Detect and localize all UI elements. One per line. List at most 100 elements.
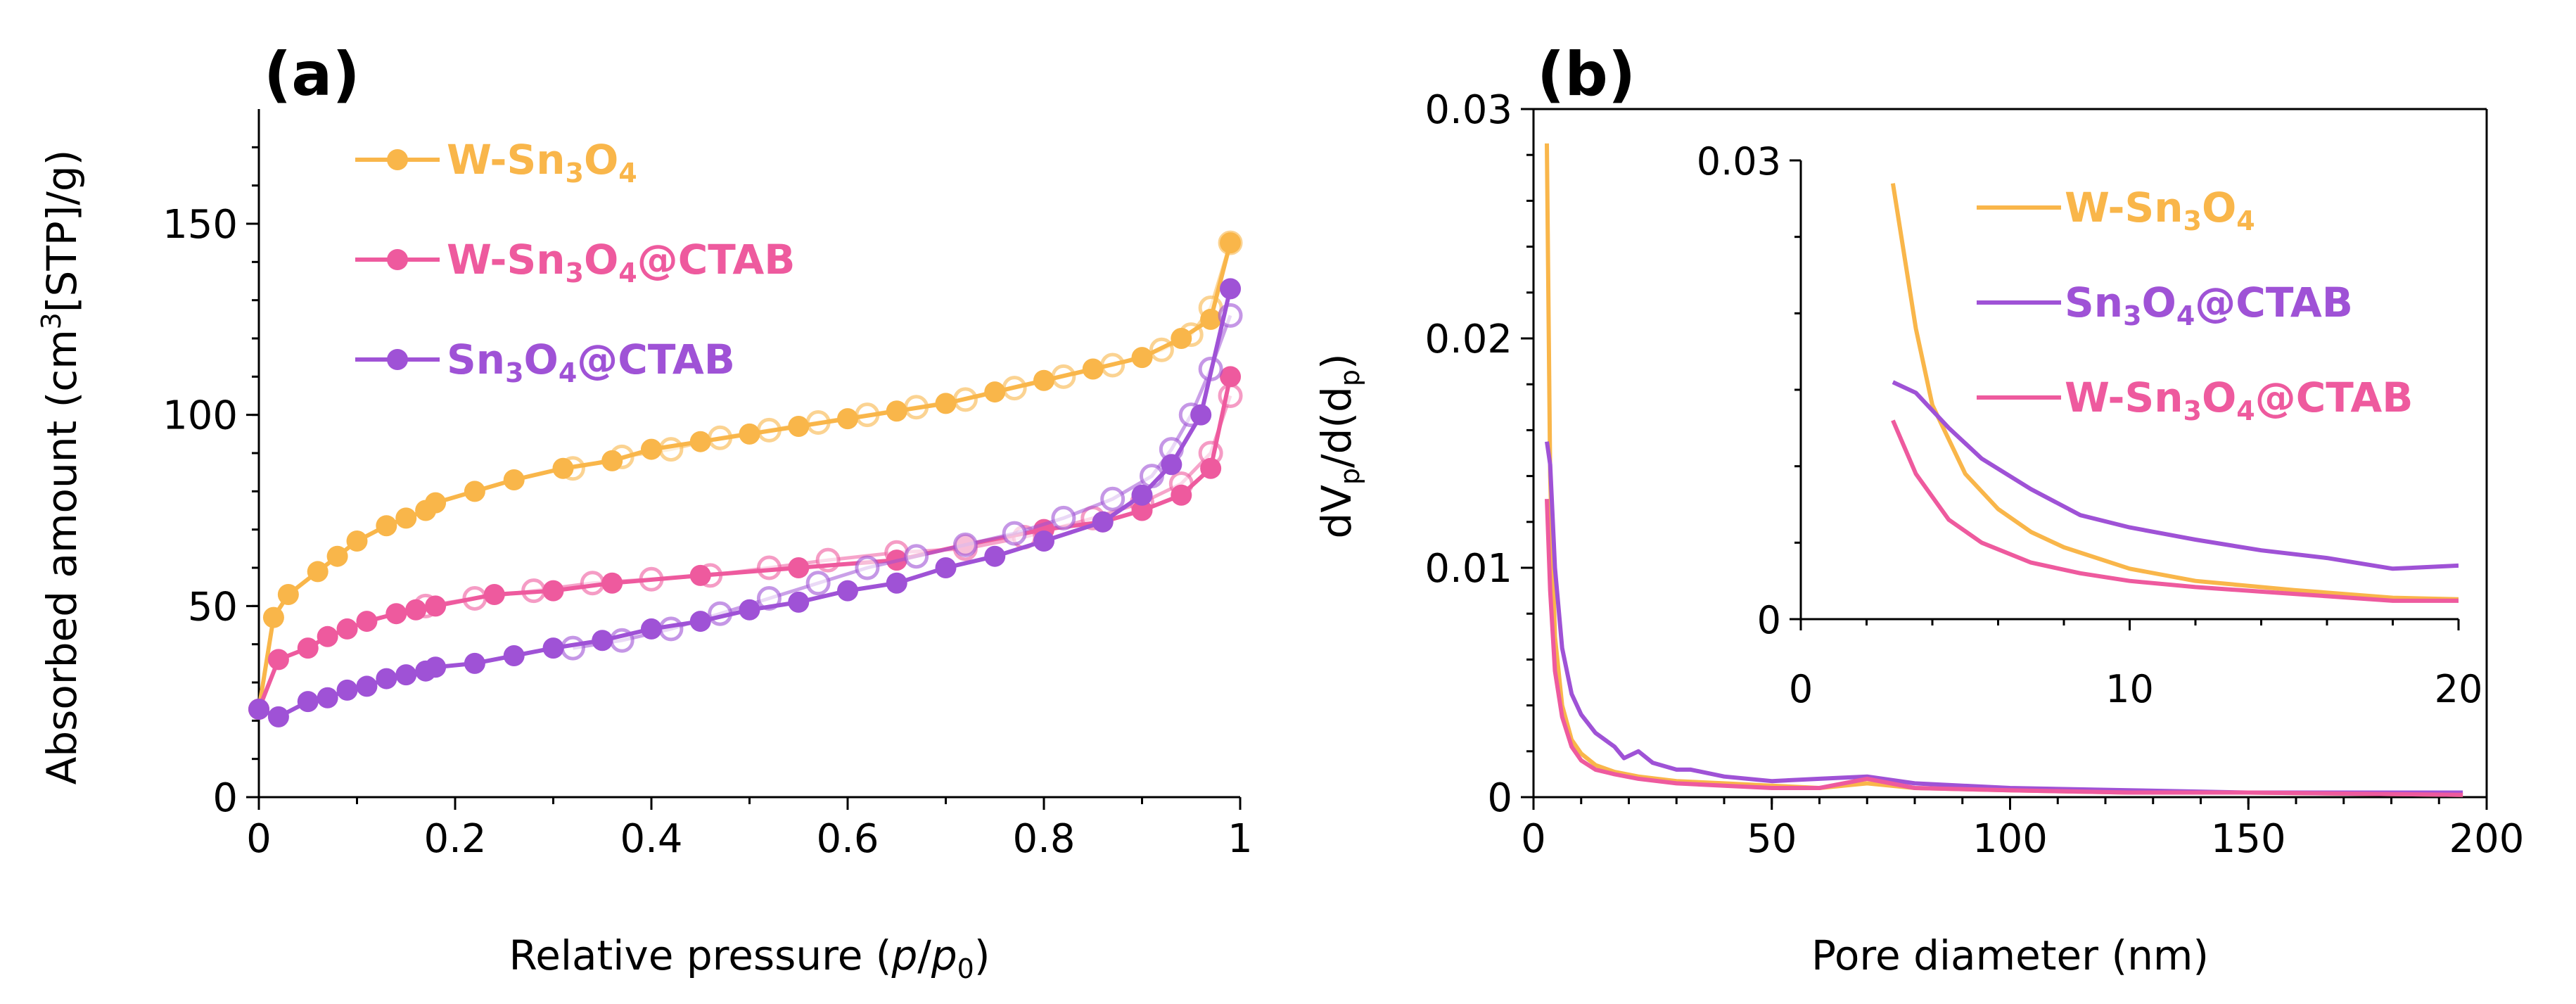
series-line-sn3o4-ctab bbox=[1545, 441, 2463, 795]
adsorption-point bbox=[267, 706, 289, 727]
desorption-point bbox=[855, 555, 880, 580]
adsorption-point bbox=[1131, 500, 1153, 521]
y-tick-label: 0.03 bbox=[1424, 87, 1512, 133]
inset-y-tick-label: 0.03 bbox=[1697, 139, 1781, 184]
inset: 0 10 20 0 0.03 W-Sn3O4 Sn3O4@CTAB W-Sn3O4@CTAB bbox=[1697, 139, 2483, 711]
adsorption-point bbox=[376, 515, 397, 537]
adsorption-point bbox=[395, 507, 417, 529]
x-tick-label: 200 bbox=[2449, 816, 2525, 862]
y-tick-label: 0.01 bbox=[1424, 546, 1512, 592]
legend-label: W-Sn3O4 bbox=[447, 136, 637, 189]
desorption-point bbox=[1002, 521, 1027, 546]
adsorption-point bbox=[277, 584, 299, 606]
x-tick-label: 0.4 bbox=[620, 816, 682, 862]
desorption-point bbox=[805, 571, 831, 596]
adsorption-point bbox=[837, 580, 858, 602]
legend-label: W-Sn3O4@CTAB bbox=[2065, 374, 2413, 426]
adsorption-point bbox=[1171, 328, 1192, 349]
adsorption-point bbox=[297, 637, 319, 659]
adsorption-point bbox=[552, 457, 574, 479]
legend-item: W-Sn3O4 bbox=[1977, 184, 2255, 236]
adsorption-point bbox=[542, 637, 564, 659]
y-tick-label: 0 bbox=[1487, 775, 1512, 821]
y-axis-title: dVp/d(dp) bbox=[1313, 353, 1365, 538]
adsorption-point bbox=[788, 415, 810, 437]
adsorption-point bbox=[317, 687, 338, 708]
legend-marker bbox=[387, 349, 408, 370]
series-sn3o4-ctab bbox=[248, 278, 1243, 727]
adsorption-point bbox=[346, 530, 368, 552]
inset-series-line-w-sn3o4-ctab bbox=[1891, 419, 2459, 603]
adsorption-point bbox=[483, 584, 505, 606]
desorption-point bbox=[1100, 486, 1126, 511]
x-tick-label: 150 bbox=[2211, 816, 2286, 862]
inset-series-line-sn3o4-ctab bbox=[1892, 380, 2459, 571]
adsorption-point bbox=[317, 625, 338, 647]
legend-a: W-Sn3O4 W-Sn3O4@CTAB Sn3O4@CTAB bbox=[355, 136, 795, 388]
adsorption-point bbox=[542, 580, 564, 602]
x-tick-label: 0.2 bbox=[423, 816, 486, 862]
adsorption-point bbox=[984, 381, 1006, 403]
adsorption-point bbox=[837, 408, 858, 430]
adsorption-point bbox=[425, 656, 447, 678]
x-axis-title: Relative pressure (p/p0) bbox=[509, 932, 990, 984]
adsorption-point bbox=[336, 618, 358, 640]
adsorption-point bbox=[297, 691, 319, 713]
desorption-point bbox=[904, 544, 929, 569]
adsorption-point bbox=[326, 545, 348, 567]
y-axis-title: Absorbed amount (cm3[STP]/g) bbox=[36, 150, 86, 785]
series-w-sn3o4 bbox=[248, 230, 1243, 720]
series-w-sn3o4-ctab bbox=[248, 366, 1243, 720]
x-tick-label: 0.6 bbox=[816, 816, 879, 862]
adsorption-point bbox=[1082, 358, 1104, 380]
adsorption-point bbox=[788, 557, 810, 578]
panel-a-label: (a) bbox=[264, 39, 360, 110]
adsorption-point bbox=[592, 630, 613, 652]
adsorption-point bbox=[1131, 347, 1153, 369]
adsorption-point bbox=[503, 644, 525, 666]
legend-b: W-Sn3O4 Sn3O4@CTAB W-Sn3O4@CTAB bbox=[1977, 184, 2413, 426]
adsorption-point bbox=[395, 664, 417, 686]
inset-x-tick-label: 20 bbox=[2435, 667, 2483, 711]
panel-b: (b) 0 50 100 150 200 0 0.01 0.02 0.03 Pore diamete… bbox=[1313, 39, 2524, 979]
adsorption-point bbox=[405, 599, 427, 621]
x-axis-title: Pore diameter (nm) bbox=[1811, 932, 2209, 979]
legend-label: W-Sn3O4@CTAB bbox=[447, 236, 795, 288]
x-tick-label: 0.8 bbox=[1012, 816, 1075, 862]
adsorption-point bbox=[1033, 530, 1054, 552]
adsorption-point bbox=[336, 679, 358, 701]
y-tick-label: 50 bbox=[188, 584, 238, 630]
y-tick-label: 100 bbox=[162, 393, 238, 439]
x-tick-label: 100 bbox=[1972, 816, 2048, 862]
adsorption-point bbox=[307, 561, 329, 583]
x-tick-label: 50 bbox=[1747, 816, 1797, 862]
x-tick-label: 1 bbox=[1228, 816, 1253, 862]
adsorption-point bbox=[262, 606, 284, 628]
adsorption-point bbox=[356, 675, 378, 697]
panel-b-label: (b) bbox=[1537, 39, 1635, 110]
adsorption-point bbox=[1171, 484, 1192, 506]
legend-item: W-Sn3O4 bbox=[355, 136, 637, 189]
adsorption-line bbox=[257, 242, 1232, 710]
legend-label: W-Sn3O4 bbox=[2065, 184, 2255, 236]
legend-label: Sn3O4@CTAB bbox=[2065, 279, 2353, 331]
legend-item: Sn3O4@CTAB bbox=[1977, 279, 2353, 331]
adsorption-point bbox=[1033, 369, 1054, 391]
adsorption-point bbox=[641, 618, 662, 640]
adsorption-point bbox=[886, 400, 907, 422]
adsorption-point bbox=[886, 572, 907, 594]
inset-y-tick-label: 0 bbox=[1757, 598, 1781, 642]
x-tick-label: 0 bbox=[246, 816, 272, 862]
adsorption-point bbox=[689, 431, 711, 452]
adsorption-point bbox=[1200, 457, 1222, 479]
adsorption-point bbox=[1190, 404, 1212, 426]
y-tick-label: 0.02 bbox=[1424, 317, 1512, 362]
legend-item: W-Sn3O4@CTAB bbox=[1977, 374, 2413, 426]
adsorption-point bbox=[788, 591, 810, 613]
adsorption-point bbox=[1220, 232, 1242, 254]
adsorption-point bbox=[1092, 511, 1114, 533]
adsorption-point bbox=[739, 599, 760, 621]
adsorption-point bbox=[689, 611, 711, 633]
adsorption-point bbox=[935, 393, 957, 414]
